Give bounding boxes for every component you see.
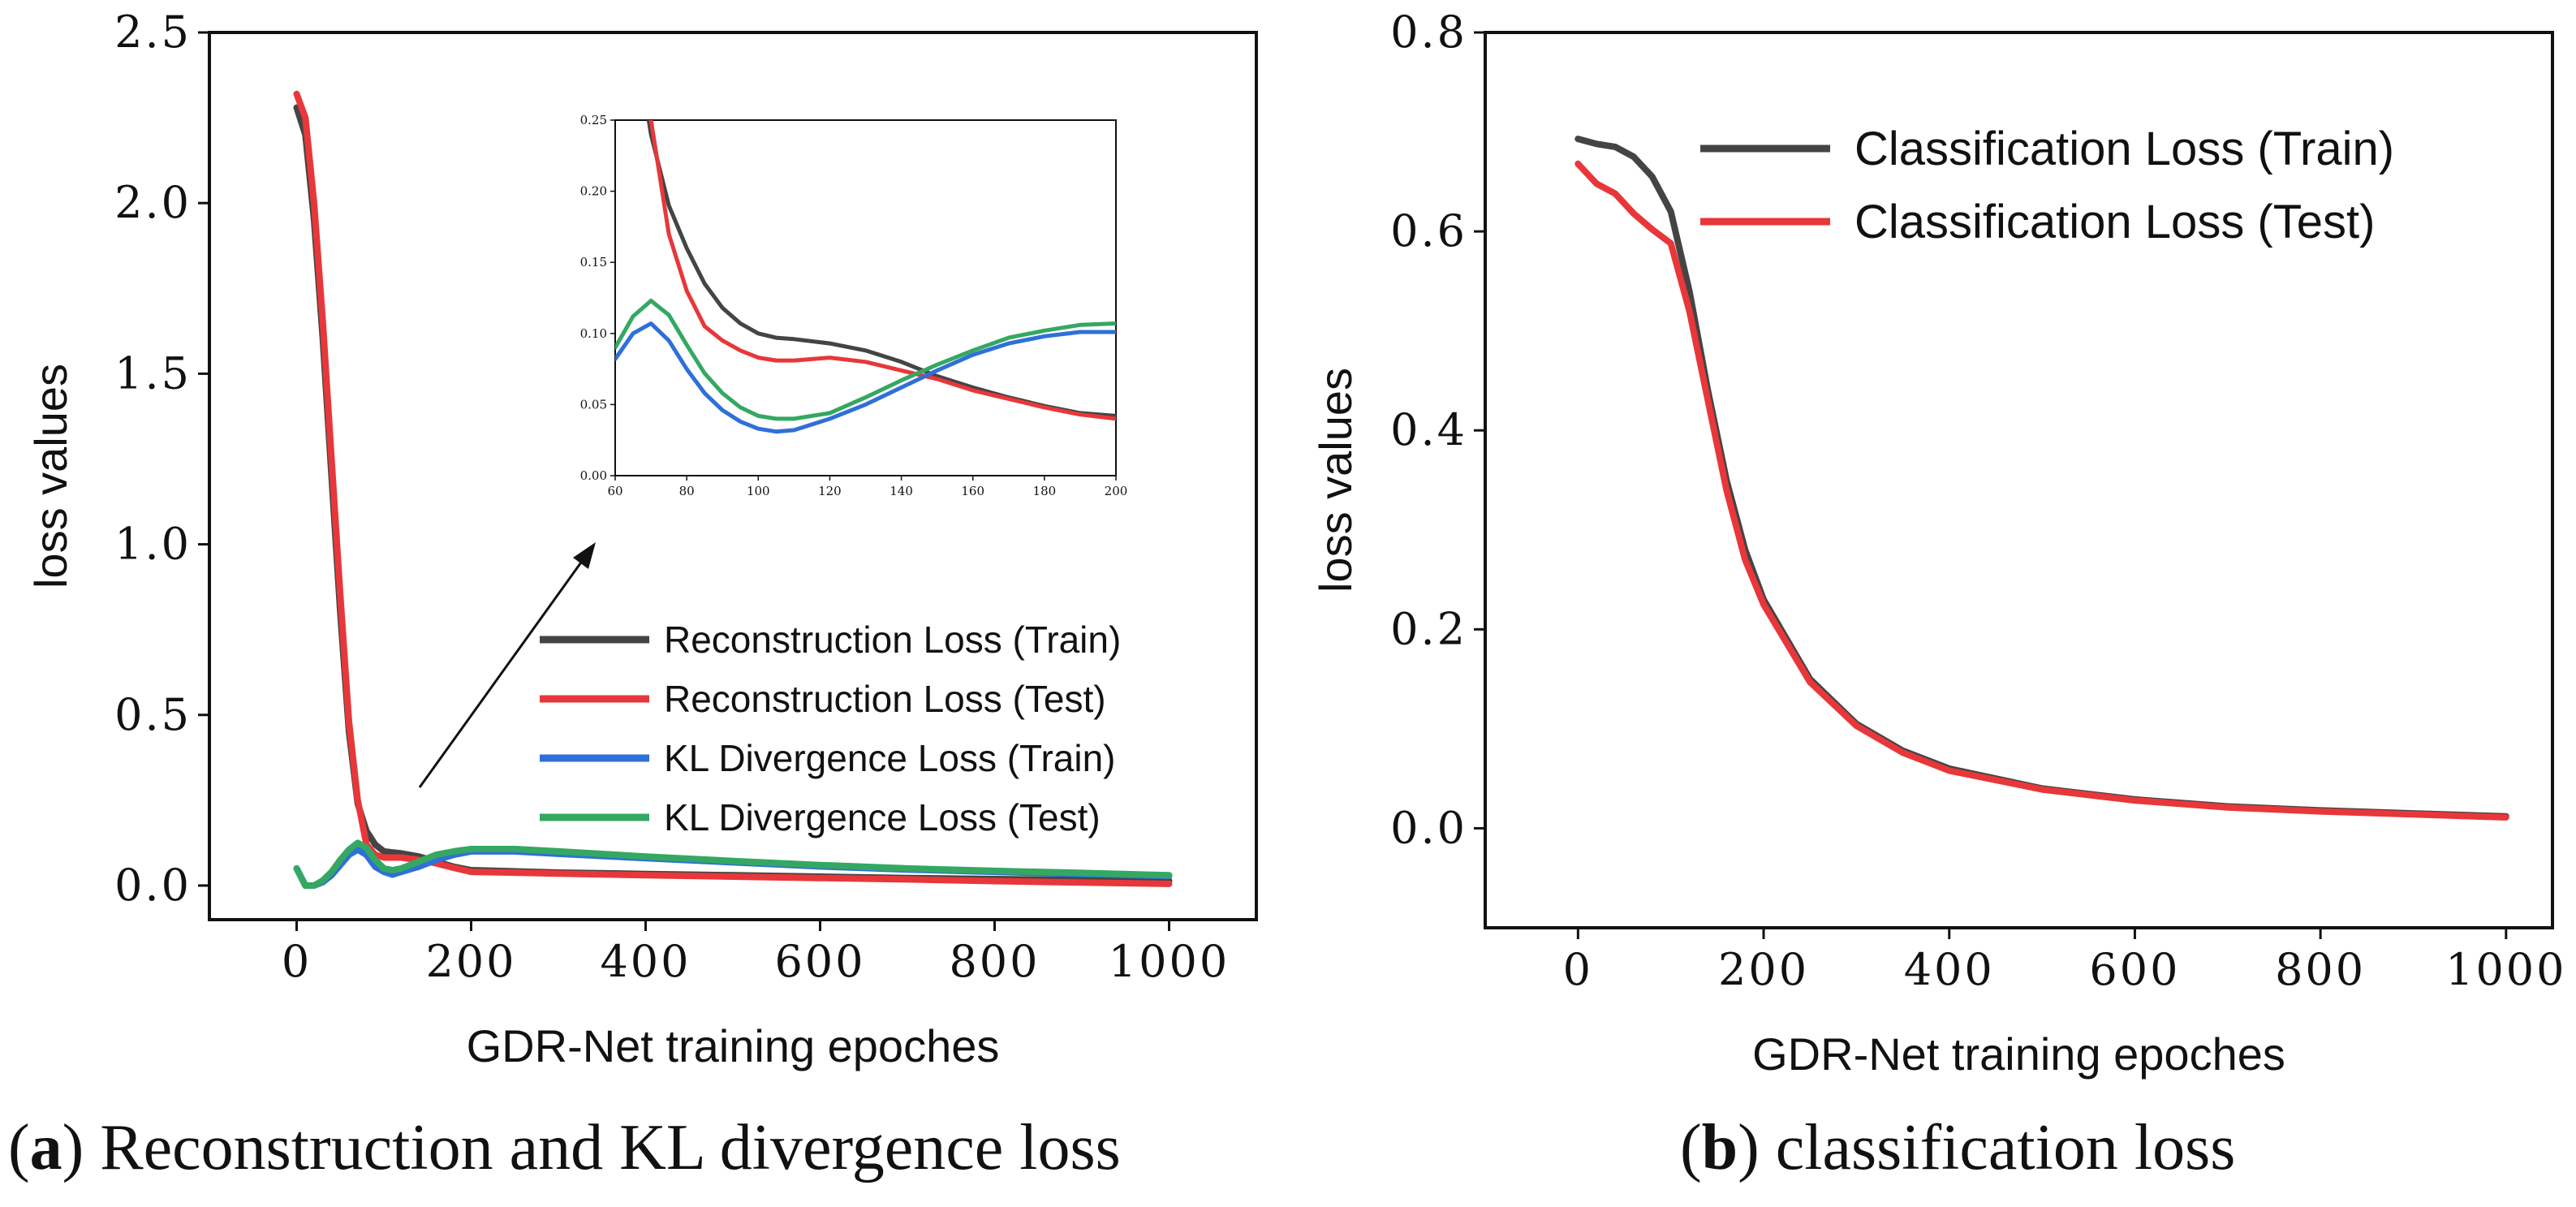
chart-a-legend-label-reconstruction-loss-train: Reconstruction Loss (Train) — [664, 619, 1121, 661]
chart-a-inset-y-tick-label: 0.00 — [580, 468, 607, 483]
chart-a-y-tick-label: 1.5 — [114, 347, 192, 399]
chart-a-inset-series-group — [615, 120, 1116, 434]
chart-a-series-reconstruction-loss-test — [293, 90, 1173, 887]
chart-a-inset-x-tick-label: 100 — [747, 484, 770, 498]
chart-b-y-axis-label: loss values — [1310, 368, 1361, 593]
chart-a-x-tick-label: 800 — [949, 936, 1040, 987]
chart-b-x-tick-label: 200 — [1718, 944, 1809, 995]
chart-a-plot-frame — [208, 31, 1258, 921]
chart-a-inset-y-tick-label: 0.10 — [580, 326, 607, 341]
chart-b-series-classification-loss-test — [1574, 160, 2509, 821]
chart-b-x-tick-label: 600 — [2089, 944, 2180, 995]
chart-a-inset-x-tick-label: 60 — [607, 484, 622, 498]
chart-b-series-group — [1574, 136, 2509, 821]
chart-a-inset-plot-frame — [614, 119, 1117, 476]
caption-a: (a) Reconstruction and KL divergence los… — [8, 1112, 1121, 1183]
chart-a-y-tick-label: 1.0 — [114, 519, 192, 570]
chart-a-inset-x-tick-label: 140 — [890, 484, 913, 498]
chart-a-inset-x-tick-label: 160 — [961, 484, 984, 498]
chart-b-classification: 0 200 400 600 800 1000 0.0 0.2 0.4 0.6 0.8 GDR-Net … — [1310, 6, 2566, 1080]
chart-a-inset-x-tick-label: 200 — [1105, 484, 1128, 498]
chart-a-y-tick-label: 2.5 — [114, 6, 192, 58]
chart-a-inset-y-tick-label: 0.05 — [580, 397, 607, 412]
chart-b-x-tick-label: 400 — [1904, 944, 1995, 995]
chart-a-inset-y-tick-label: 0.25 — [580, 113, 607, 127]
zoom-arrow — [418, 542, 596, 788]
chart-a-x-tick-label: 200 — [425, 936, 516, 987]
chart-a-series-kl-divergence-loss-test — [293, 839, 1173, 889]
caption-b-letter: b — [1702, 1112, 1738, 1183]
caption-b: (b) classification loss — [1680, 1112, 2235, 1183]
chart-a-y-tick-label: 2.0 — [114, 177, 192, 228]
chart-b-x-tick-label: 0 — [1563, 944, 1593, 995]
chart-a-x-tick-label: 400 — [600, 936, 691, 987]
chart-b-y-tick-label: 0.6 — [1390, 205, 1467, 256]
chart-b-y-tick-label: 0.4 — [1390, 404, 1467, 455]
chart-b-y-tick-label: 0.8 — [1390, 6, 1467, 58]
caption-b-text: classification loss — [1760, 1112, 2236, 1183]
chart-b-x-tick-label: 800 — [2275, 944, 2366, 995]
chart-b-plot-frame — [1484, 31, 2554, 929]
chart-a-legend-label-kl-divergence-loss-test: KL Divergence Loss (Test) — [664, 796, 1101, 838]
chart-b-y-tick-label: 0.0 — [1390, 802, 1467, 853]
chart-a-inset-x-tick-label: 180 — [1033, 484, 1057, 498]
chart-a-inset-series-reconstruction-loss-test — [648, 120, 1116, 421]
captions: (a) Reconstruction and KL divergence los… — [8, 1112, 2235, 1183]
caption-a-text: Reconstruction and KL divergence loss — [84, 1112, 1120, 1183]
chart-a-inset-series-kl-divergence-loss-test — [615, 299, 1116, 421]
chart-b-y-tick-label: 0.2 — [1390, 603, 1467, 654]
chart-a-y-tick-label: 0.5 — [114, 689, 192, 740]
chart-a-inset-y-tick-label: 0.15 — [580, 255, 607, 269]
chart-a-legend-label-kl-divergence-loss-train: KL Divergence Loss (Train) — [664, 737, 1115, 779]
chart-a-y-tick-label: 0.0 — [114, 860, 192, 911]
chart-a-inset-x-tick-label: 120 — [818, 484, 842, 498]
chart-a-x-axis-label: GDR-Net training epoches — [467, 1020, 1000, 1071]
chart-b-x-axis-label: GDR-Net training epoches — [1752, 1028, 2285, 1080]
chart-a-inset-y-tick-label: 0.20 — [580, 184, 607, 199]
chart-a-y-axis-label: loss values — [25, 364, 76, 588]
chart-a-reconstruction-kl: 0 200 400 600 800 1000 0.0 0.5 1.0 1.5 2.0 2.5 GDR-N… — [25, 6, 1258, 1071]
chart-a-legend: Reconstruction Loss (Train) Reconstructio… — [540, 619, 1121, 838]
chart-a-x-tick-label: 1000 — [1109, 936, 1230, 987]
chart-a-x-tick-label: 0 — [282, 936, 312, 987]
chart-b-legend-label-classification-loss-test: Classification Loss (Test) — [1854, 196, 2375, 248]
chart-b-x-tick-label: 1000 — [2445, 944, 2566, 995]
chart-a-inset: 60 80 100 120 140 160 180 200 0.00 0.05 0.10 0.15 0.… — [580, 113, 1128, 498]
chart-b-legend-label-classification-loss-train: Classification Loss (Train) — [1854, 123, 2394, 175]
caption-a-letter: a — [30, 1112, 62, 1183]
chart-a-x-tick-label: 600 — [774, 936, 865, 987]
chart-a-inset-series-kl-divergence-loss-train — [615, 321, 1116, 434]
chart-a-inset-x-tick-label: 80 — [679, 484, 695, 498]
chart-b-legend: Classification Loss (Train) Classificatio… — [1700, 123, 2394, 248]
chart-a-legend-label-reconstruction-loss-test: Reconstruction Loss (Test) — [664, 678, 1106, 720]
chart-a-series-group — [293, 90, 1173, 889]
